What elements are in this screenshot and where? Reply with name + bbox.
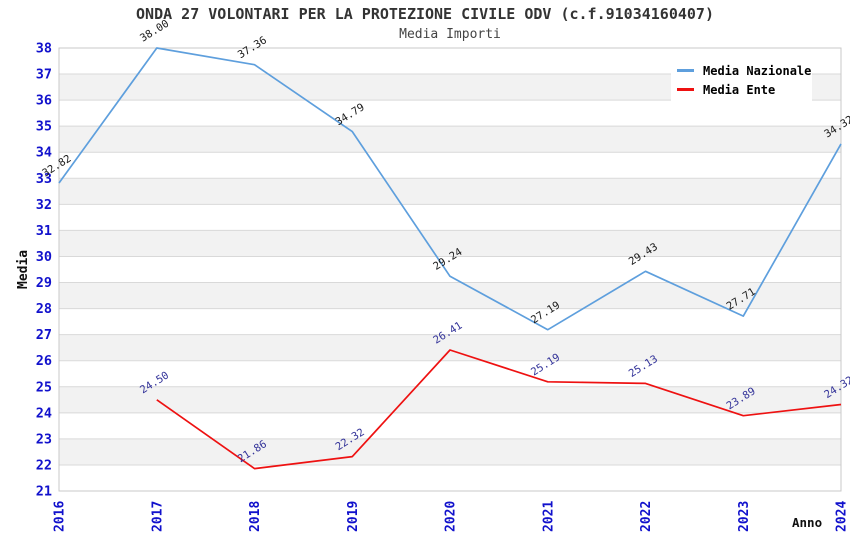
media-nazionale-line-swatch-icon xyxy=(677,69,694,72)
y-tick-label: 22 xyxy=(36,457,52,473)
y-tick-label: 33 xyxy=(36,171,52,187)
x-tick-label: 2017 xyxy=(150,501,165,532)
media-ente-line-swatch-icon xyxy=(677,88,694,91)
x-tick-label: 2018 xyxy=(248,501,263,532)
plot-border xyxy=(58,47,842,492)
grid-band xyxy=(59,464,841,491)
x-tick-label: 2020 xyxy=(444,501,459,532)
x-tick-label: 2024 xyxy=(835,501,850,532)
x-tick-label: 2019 xyxy=(346,501,361,532)
grid-band xyxy=(59,152,841,179)
grid-band xyxy=(59,412,841,439)
y-tick-label: 32 xyxy=(36,197,52,213)
y-tick-label: 31 xyxy=(36,223,52,239)
x-tick-label: 2016 xyxy=(53,501,68,532)
y-tick-label: 34 xyxy=(36,145,52,161)
x-tick-label: 2023 xyxy=(737,501,752,532)
grid-band xyxy=(59,178,841,205)
y-tick-label: 25 xyxy=(36,379,52,395)
y-tick-label: 24 xyxy=(36,405,52,421)
x-axis-title: Anno xyxy=(792,515,823,530)
y-tick-label: 23 xyxy=(36,431,52,447)
grid-band xyxy=(59,256,841,283)
y-tick-label: 21 xyxy=(36,484,52,500)
grid-band xyxy=(59,308,841,335)
y-tick-label: 38 xyxy=(36,41,52,57)
y-tick-label: 37 xyxy=(36,67,52,83)
grid-band xyxy=(59,282,841,309)
grid-band xyxy=(59,126,841,153)
y-tick-label: 36 xyxy=(36,93,52,109)
grid-band xyxy=(59,334,841,361)
chart-subtitle: Media Importi xyxy=(399,27,501,42)
legend-item-media-nazionale: Media Nazionale xyxy=(677,61,812,80)
y-tick-label: 29 xyxy=(36,275,52,291)
y-tick-label: 30 xyxy=(36,249,52,265)
y-tick-label: 27 xyxy=(36,327,52,343)
grid-band xyxy=(59,230,841,257)
chart-title: ONDA 27 VOLONTARI PER LA PROTEZIONE CIVI… xyxy=(136,5,714,23)
y-axis-title: Media xyxy=(16,249,31,290)
grid-band xyxy=(59,204,841,231)
x-tick-label: 2021 xyxy=(541,501,556,532)
media-nazionale-line xyxy=(58,47,842,331)
x-tick-label: 2022 xyxy=(639,501,654,532)
grid-band xyxy=(59,360,841,387)
grid-band xyxy=(59,386,841,413)
legend-label: Media Nazionale xyxy=(703,63,812,78)
y-tick-label: 35 xyxy=(36,119,52,135)
grid-band xyxy=(59,438,841,465)
legend: Media Nazionale Media Ente xyxy=(671,56,812,105)
legend-item-media-ente: Media Ente xyxy=(677,80,812,99)
y-tick-label: 26 xyxy=(36,353,52,369)
media-ente-line xyxy=(156,349,842,470)
y-tick-label: 28 xyxy=(36,301,52,317)
legend-label: Media Ente xyxy=(703,82,776,97)
